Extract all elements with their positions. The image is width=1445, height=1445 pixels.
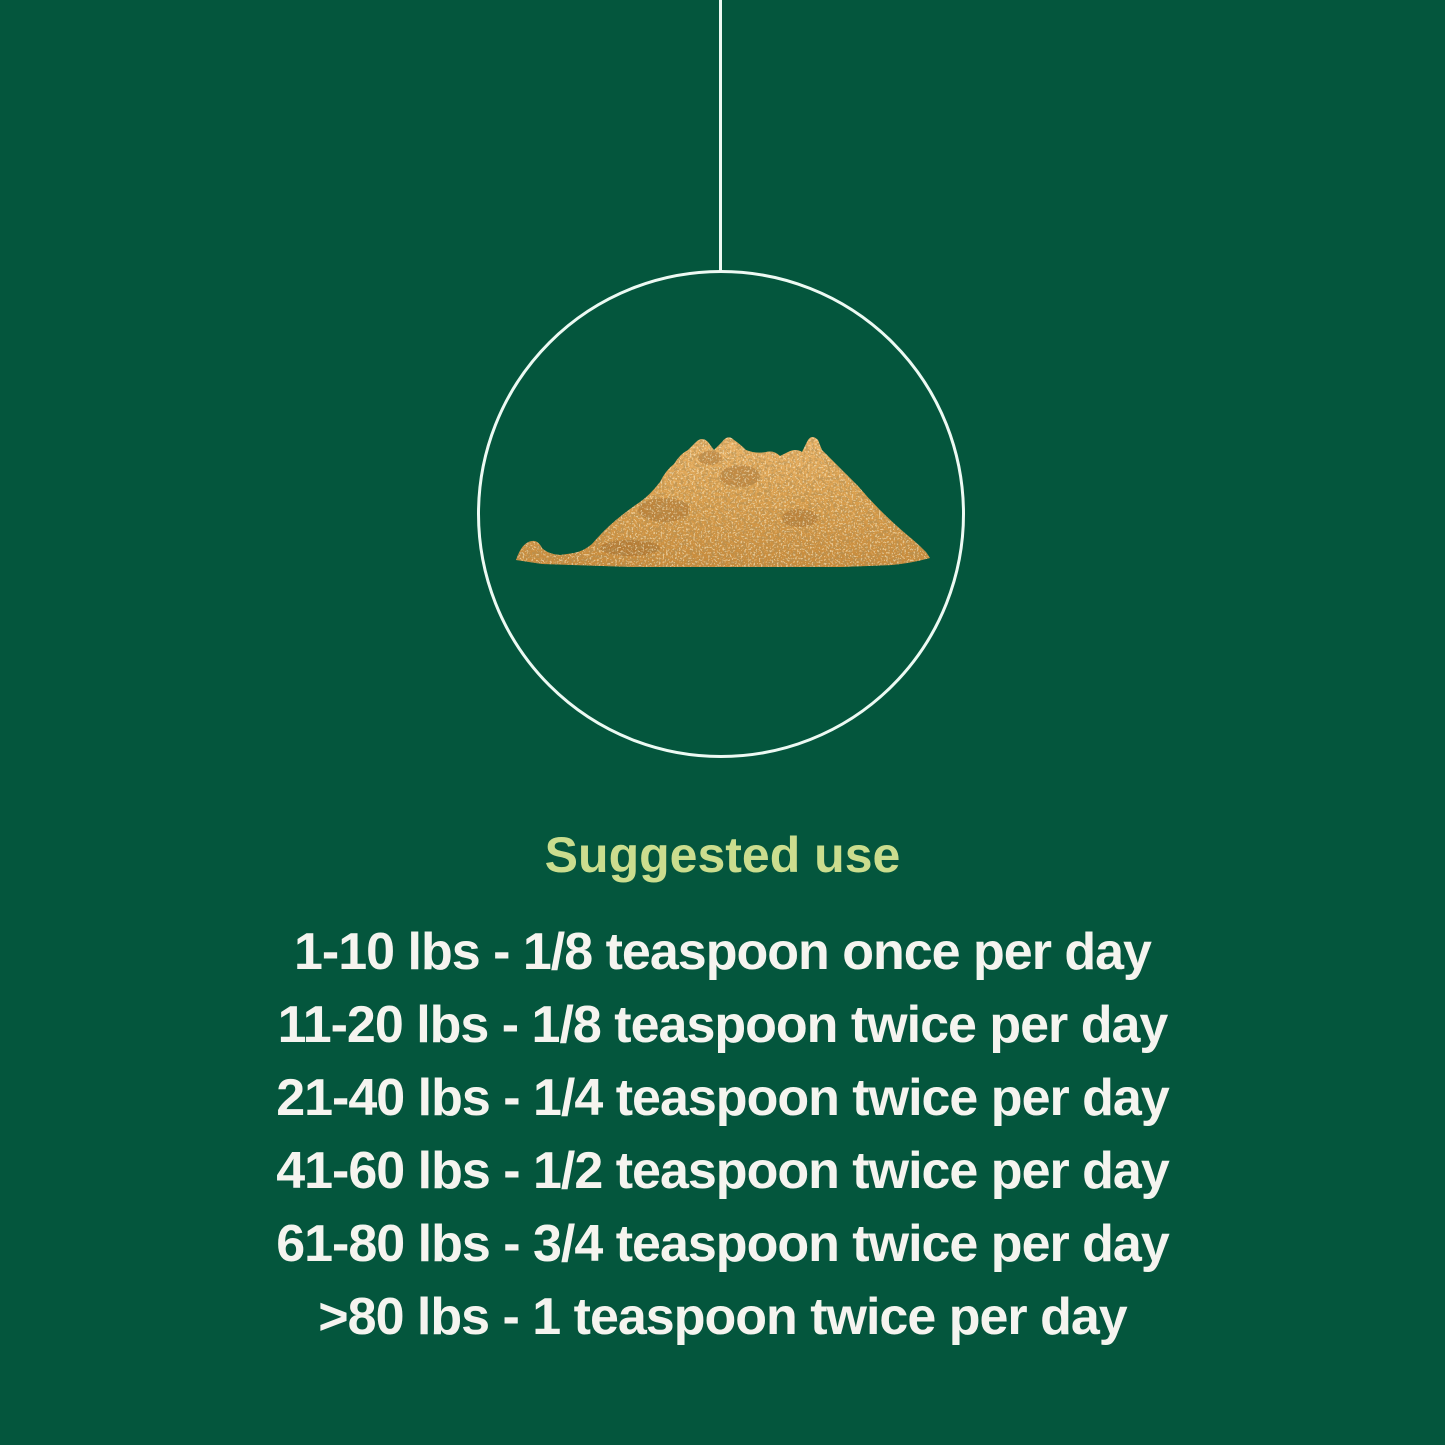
hanger-line bbox=[719, 0, 722, 272]
dosage-line: 61-80 lbs - 3/4 teaspoon twice per day bbox=[276, 1215, 1170, 1273]
circle-frame bbox=[477, 270, 965, 758]
dosage-line: >80 lbs - 1 teaspoon twice per day bbox=[318, 1288, 1127, 1346]
powder-pile-icon bbox=[512, 418, 932, 570]
dosage-line: 1-10 lbs - 1/8 teaspoon once per day bbox=[294, 923, 1152, 981]
powder-pile-svg bbox=[516, 437, 930, 567]
suggested-use-heading: Suggested use bbox=[544, 827, 901, 883]
dosage-line: 41-60 lbs - 1/2 teaspoon twice per day bbox=[276, 1142, 1170, 1200]
dosage-line: 21-40 lbs - 1/4 teaspoon twice per day bbox=[276, 1069, 1170, 1127]
dosage-line: 11-20 lbs - 1/8 teaspoon twice per day bbox=[277, 996, 1169, 1054]
dosage-list: 1-10 lbs - 1/8 teaspoon once per day 11-… bbox=[0, 916, 1445, 1354]
